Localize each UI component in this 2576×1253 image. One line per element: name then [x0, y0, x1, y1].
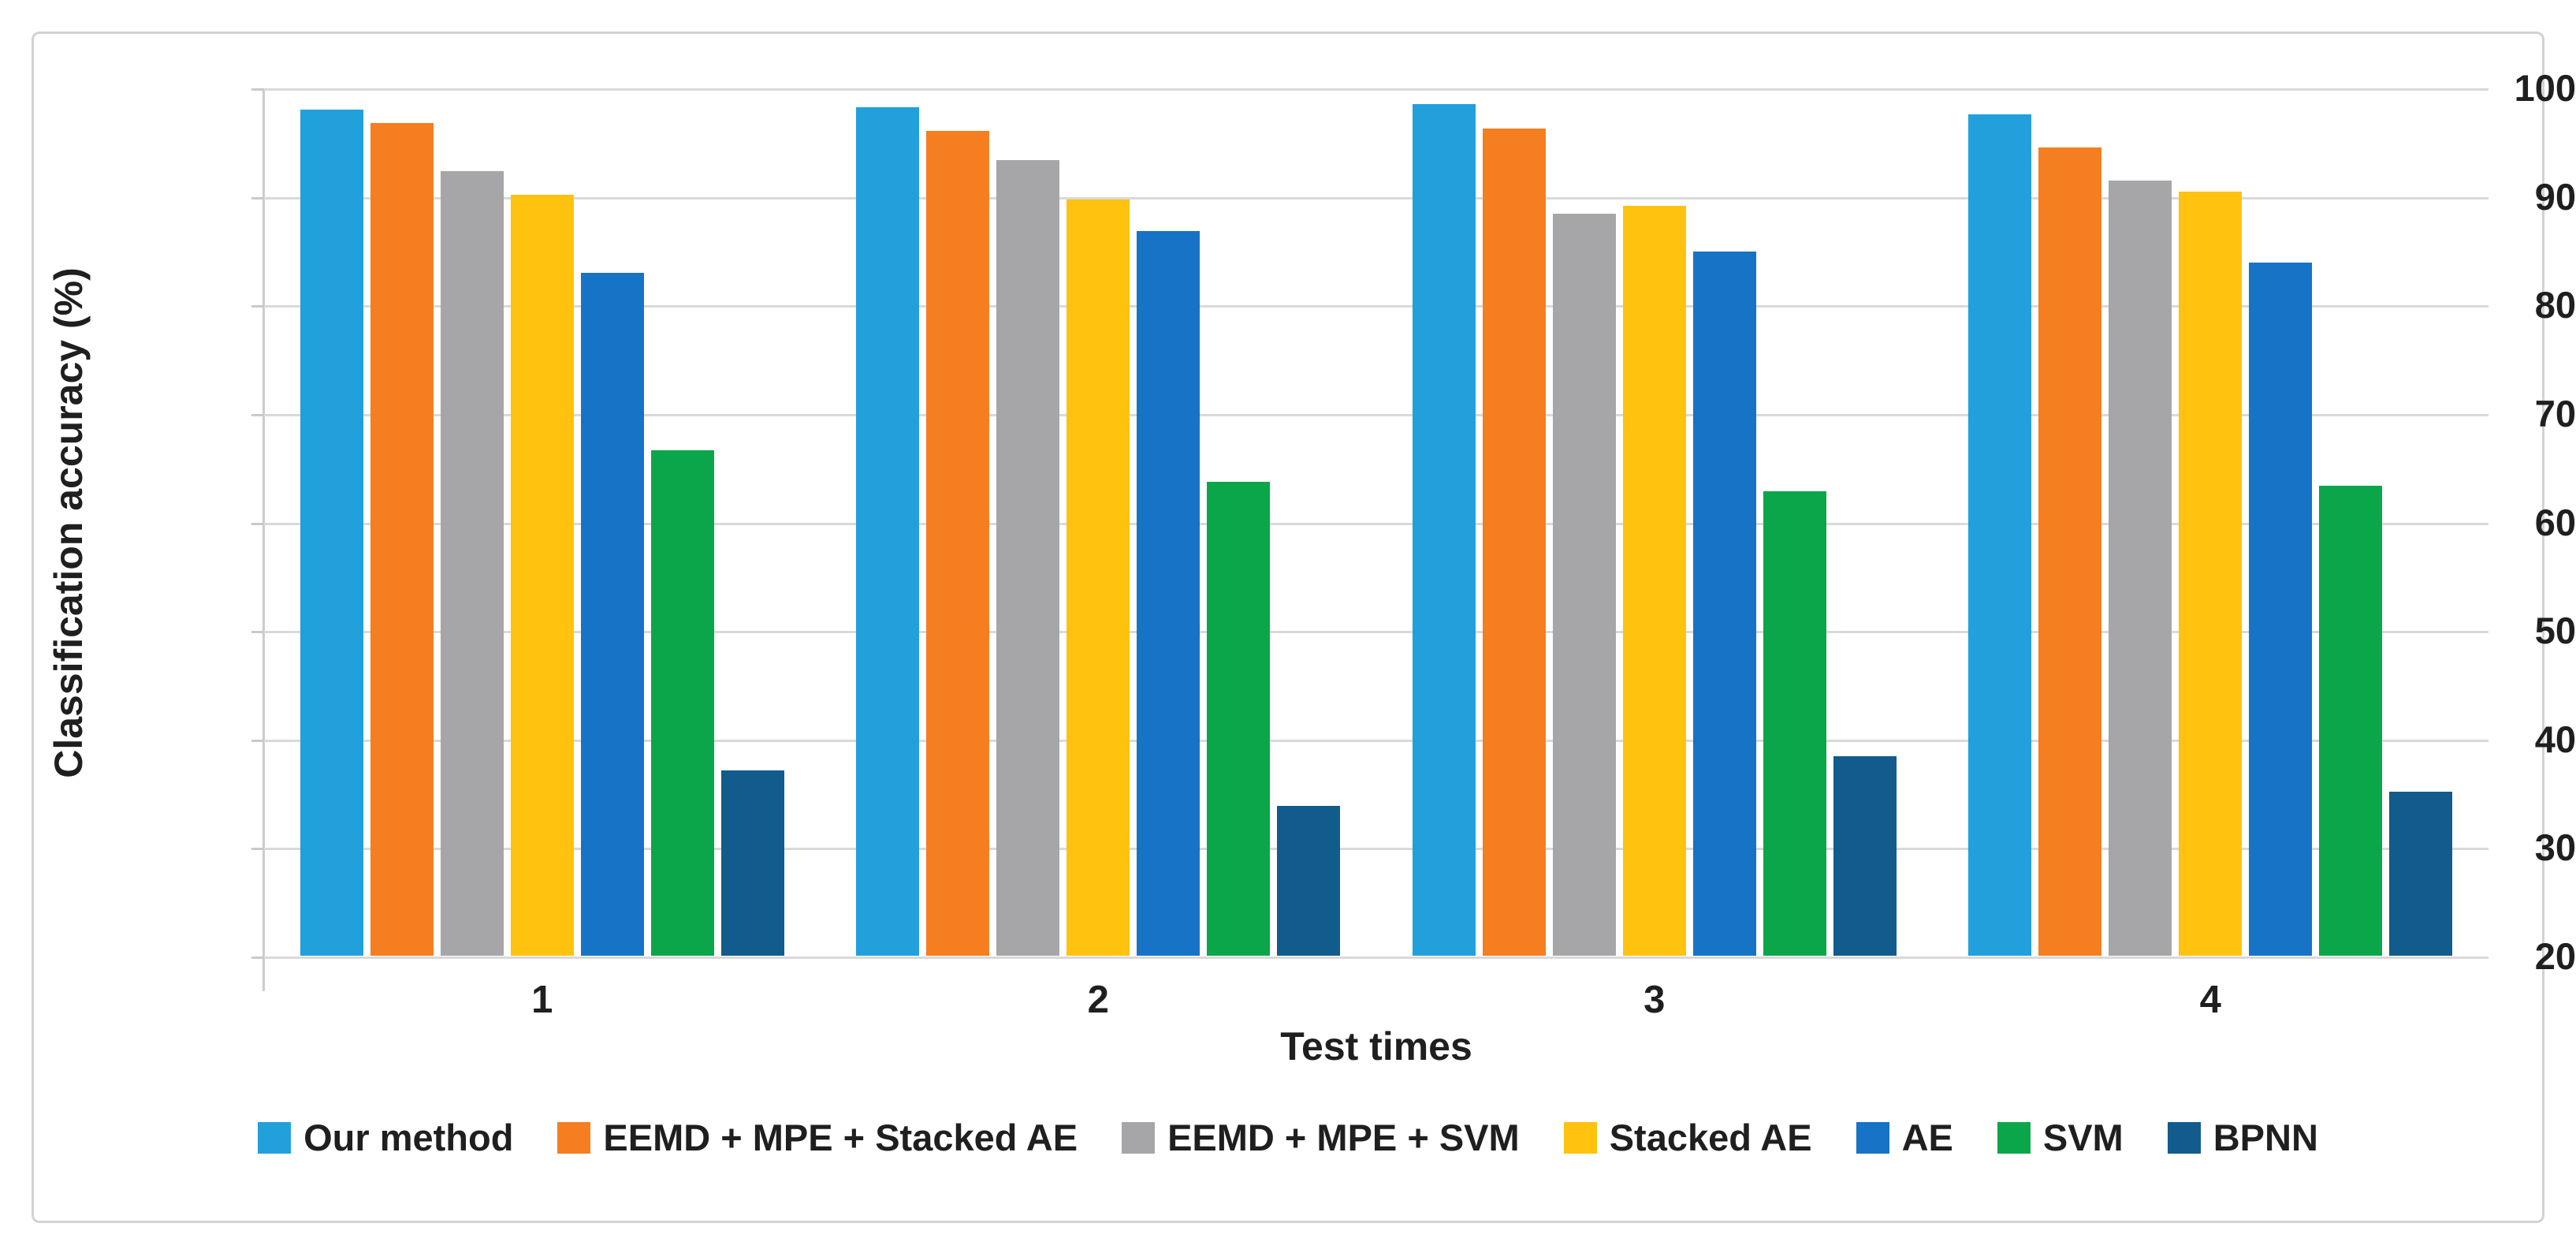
legend-label: AE	[1901, 1117, 1953, 1158]
y-tick-label-20: 20	[2534, 935, 2576, 977]
y-tick-label-40: 40	[2534, 718, 2576, 760]
gridline-70	[264, 414, 2489, 416]
y-tick-50	[251, 631, 264, 633]
y-axis-line	[262, 88, 265, 992]
bar-bpnn-test-4	[2389, 792, 2453, 956]
bar-eemd-mpe-svm-test-2	[996, 160, 1060, 956]
x-tick-label-4: 4	[2199, 979, 2221, 1021]
bar-svm-test-4	[2319, 486, 2383, 956]
bar-svm-test-2	[1207, 482, 1271, 956]
legend-item-eemd-mpe-stacked-ae: EEMD + MPE + Stacked AE	[557, 1116, 1078, 1159]
legend-swatch-icon	[1563, 1121, 1597, 1154]
gridline-40	[264, 740, 2489, 742]
bar-group-2	[821, 88, 1377, 956]
x-tick-label-1: 1	[531, 979, 553, 1021]
bar-group-3	[1376, 88, 1933, 956]
gridline-60	[264, 523, 2489, 525]
bar-ae-test-4	[2249, 263, 2313, 956]
y-axis-title: Classification accuracy (%)	[41, 88, 96, 957]
legend-swatch-icon	[1856, 1121, 1889, 1154]
bar-our-method-test-2	[856, 107, 920, 956]
legend: Our method EEMD + MPE + Stacked AE EEMD + …	[47, 1116, 2529, 1159]
legend-swatch-icon	[2167, 1121, 2201, 1154]
legend-item-our-method: Our method	[258, 1116, 513, 1159]
y-tick-70	[251, 414, 264, 416]
plot-area	[251, 88, 2489, 992]
bar-eemd-mpe-stacked-ae-test-4	[2038, 147, 2102, 956]
gridline-50	[264, 631, 2489, 633]
y-tick-80	[251, 305, 264, 308]
y-tick-label-90: 90	[2534, 176, 2576, 218]
y-tick-60	[251, 523, 264, 525]
legend-swatch-icon	[258, 1121, 292, 1154]
gridline-30	[264, 848, 2489, 850]
bar-group-4	[1933, 88, 2489, 956]
legend-label: SVM	[2042, 1117, 2124, 1158]
legend-label: BPNN	[2213, 1117, 2318, 1158]
y-tick-label-50: 50	[2534, 610, 2576, 651]
bar-our-method-test-4	[1968, 114, 2032, 956]
gridline-20	[264, 957, 2489, 959]
bar-bpnn-test-3	[1833, 756, 1897, 956]
gridline-80	[264, 305, 2489, 308]
x-axis-title: Test times	[1280, 1024, 1472, 1068]
legend-item-svm: SVM	[1997, 1116, 2124, 1159]
bar-our-method-test-3	[1412, 104, 1476, 956]
bar-eemd-mpe-svm-test-3	[1552, 214, 1616, 956]
legend-label: Our method	[303, 1117, 514, 1158]
bar-bpnn-test-1	[720, 770, 784, 956]
y-tick-label-30: 30	[2534, 826, 2576, 868]
y-tick-90	[251, 197, 264, 200]
bar-stacked-ae-test-2	[1067, 200, 1130, 956]
y-axis-title-text: Classification accuracy (%)	[47, 267, 91, 778]
bar-eemd-mpe-svm-test-4	[2109, 181, 2172, 956]
legend-label: EEMD + MPE + Stacked AE	[603, 1117, 1078, 1158]
figure-border	[32, 32, 2544, 1223]
legend-item-bpnn: BPNN	[2167, 1116, 2318, 1159]
x-tick-label-2: 2	[1087, 979, 1109, 1021]
bar-ae-test-3	[1692, 252, 1756, 956]
bar-stacked-ae-test-4	[2179, 192, 2243, 956]
y-tick-label-80: 80	[2534, 284, 2576, 326]
y-tick-40	[251, 740, 264, 742]
y-tick-20	[251, 957, 264, 959]
gridline-90	[264, 197, 2489, 200]
bar-ae-test-1	[580, 273, 644, 956]
legend-item-ae: AE	[1856, 1116, 1953, 1159]
bar-our-method-test-1	[300, 110, 363, 956]
legend-swatch-icon	[1997, 1121, 2031, 1154]
legend-swatch-icon	[557, 1121, 591, 1154]
bar-stacked-ae-test-3	[1622, 206, 1686, 956]
bar-svm-test-1	[650, 450, 714, 956]
legend-item-eemd-mpe-svm: EEMD + MPE + SVM	[1122, 1116, 1520, 1159]
bar-eemd-mpe-svm-test-1	[440, 171, 504, 956]
bar-eemd-mpe-stacked-ae-test-3	[1482, 129, 1546, 956]
y-tick-100	[251, 88, 264, 91]
y-tick-30	[251, 848, 264, 850]
legend-label: Stacked AE	[1609, 1117, 1812, 1158]
y-tick-label-100: 100	[2514, 67, 2576, 109]
bar-eemd-mpe-stacked-ae-test-1	[370, 123, 434, 956]
bar-eemd-mpe-stacked-ae-test-2	[926, 131, 990, 956]
y-tick-label-70: 70	[2534, 393, 2576, 434]
bar-ae-test-2	[1137, 231, 1201, 956]
legend-label: EEMD + MPE + SVM	[1167, 1117, 1520, 1158]
gridline-100	[264, 88, 2489, 91]
bar-svm-test-3	[1763, 491, 1826, 956]
bar-stacked-ae-test-1	[510, 195, 574, 956]
bar-group-1	[264, 88, 821, 956]
legend-swatch-icon	[1122, 1121, 1156, 1154]
legend-item-stacked-ae: Stacked AE	[1563, 1116, 1812, 1159]
x-tick-label-3: 3	[1644, 979, 1666, 1021]
bar-bpnn-test-2	[1277, 806, 1341, 956]
y-tick-label-60: 60	[2534, 502, 2576, 543]
